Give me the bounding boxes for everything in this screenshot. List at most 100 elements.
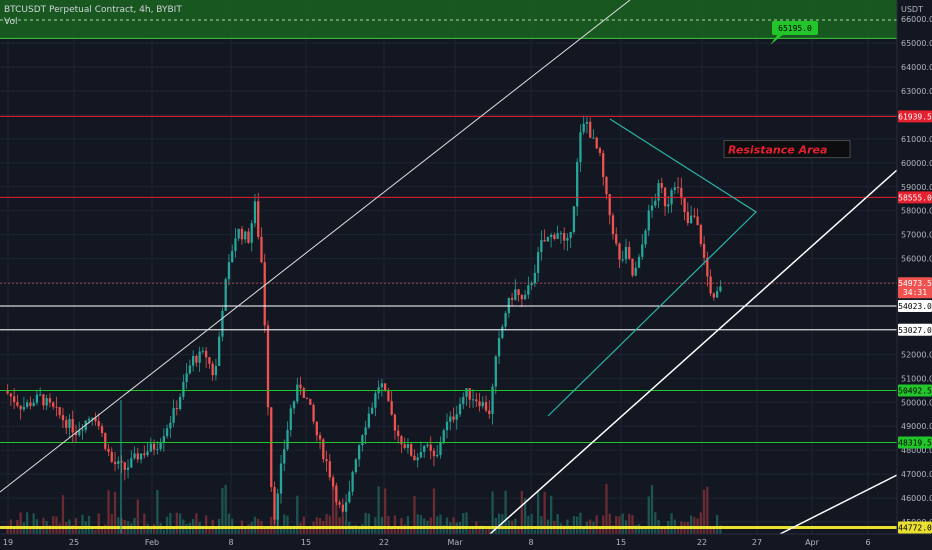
volume-bar: [224, 484, 227, 534]
volume-bar: [582, 527, 585, 534]
target-zone-fill: [0, 0, 897, 39]
volume-bar: [484, 529, 488, 534]
candle-body: [706, 257, 709, 277]
candle-body: [540, 240, 543, 253]
candle-body: [676, 187, 680, 189]
candle-body: [491, 386, 494, 414]
volume-bar: [569, 525, 572, 534]
volume-bar: [55, 516, 58, 534]
volume-bar: [452, 517, 455, 534]
price-badge: [898, 191, 932, 204]
candle-body: [673, 187, 676, 191]
volume-bar: [530, 514, 533, 534]
price-tick-label: 60000.0: [901, 159, 932, 168]
volume-bar: [650, 485, 654, 534]
candle-body: [468, 388, 471, 400]
candle-body: [185, 373, 188, 383]
candle-body: [429, 444, 432, 451]
volume-bar: [468, 529, 471, 534]
resistance-box: [723, 140, 851, 159]
candle-body: [240, 228, 244, 240]
volume-bar: [26, 512, 29, 534]
volume-bar: [266, 528, 270, 534]
price-tick-label: 49000.0: [901, 422, 932, 431]
price-badge-label: 53027.0: [898, 326, 932, 335]
candle-body: [224, 279, 227, 311]
candle-body: [68, 419, 71, 428]
candle-body: [572, 206, 576, 233]
candle-body: [370, 407, 374, 414]
candle-body: [598, 148, 602, 153]
volume-bar: [549, 495, 553, 534]
volume-bar: [143, 513, 146, 534]
volume-bar: [214, 528, 218, 534]
volume-bar: [270, 516, 273, 534]
candle-body: [172, 408, 175, 423]
candle-body: [445, 421, 449, 431]
volume-bar: [279, 525, 283, 534]
candle-body: [227, 262, 231, 280]
volume-bar: [302, 516, 305, 534]
volume-bar: [237, 527, 240, 534]
volume-bar: [328, 515, 331, 534]
price-badge-label: 58555.0: [898, 193, 932, 202]
price-badge: [898, 384, 932, 397]
candle-body: [61, 415, 65, 421]
candle-body: [100, 426, 104, 434]
candle-body: [328, 461, 331, 478]
price-badge-label: 44772.0: [898, 523, 932, 532]
candle-body: [81, 429, 84, 431]
candle-body: [465, 388, 468, 397]
candle-body: [113, 461, 117, 464]
volume-bar: [709, 528, 712, 534]
volume-bar: [283, 514, 286, 534]
volume-bar: [432, 488, 436, 534]
volume-bar: [712, 528, 716, 534]
candle-body: [26, 402, 29, 407]
volume-bar: [462, 513, 465, 534]
price-badge-label: 61939.5: [898, 112, 932, 121]
volume-bar: [663, 527, 667, 534]
price-badge-label: 54023.0: [898, 302, 932, 311]
time-axis[interactable]: 19 25 Feb 8 15 22 Mar 8 15 22 27 Apr 6: [0, 533, 932, 550]
volume-bar: [579, 512, 582, 534]
candle-body: [263, 262, 266, 326]
upper-channel-line: [0, 0, 631, 493]
price-badge: [898, 436, 932, 449]
candle-body: [276, 493, 279, 520]
candle-body: [165, 428, 169, 437]
candle-body: [126, 467, 130, 470]
current-price-badge: [898, 277, 932, 299]
candle-body: [214, 365, 218, 376]
chart-header: BTCUSDT Perpetual Contract, 4h, BYBIT Vo…: [4, 4, 182, 28]
candle-body: [556, 233, 559, 239]
volume-bar: [133, 517, 136, 534]
volume-bar: [377, 486, 380, 534]
candle-body: [104, 433, 107, 449]
currency-label: USDT: [901, 5, 923, 14]
candle-body: [576, 162, 579, 207]
volume-bar: [413, 495, 416, 534]
candle-body: [162, 436, 165, 443]
candle-body: [536, 252, 540, 273]
price-tick-label: 57000.0: [901, 231, 932, 240]
volume-bar: [315, 517, 318, 534]
candle-body: [6, 390, 9, 394]
candle-body: [689, 215, 693, 224]
candle-body: [397, 430, 400, 437]
candle-body: [322, 439, 325, 460]
volume-bar: [608, 513, 611, 534]
candle-body: [178, 396, 182, 410]
candle-body: [312, 404, 315, 422]
candle-body: [654, 200, 657, 206]
candle-body: [120, 461, 123, 463]
candle-body: [634, 267, 637, 276]
volume-bar: [523, 498, 527, 534]
candle-body: [585, 121, 589, 124]
volume-bar: [305, 526, 309, 534]
volume-bar: [110, 513, 113, 534]
price-axis[interactable]: USDT45000.046000.047000.048000.049000.05…: [896, 0, 932, 550]
volume-bar: [540, 516, 543, 534]
volume-bar: [465, 512, 468, 534]
